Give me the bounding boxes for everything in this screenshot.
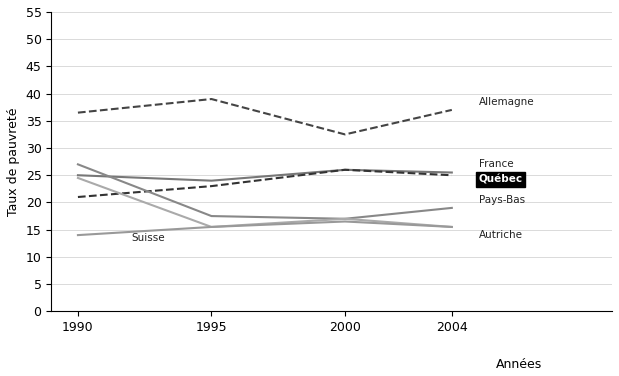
Text: Allemagne: Allemagne [478, 97, 534, 107]
Text: Québec: Québec [478, 174, 522, 185]
Text: Suisse: Suisse [131, 233, 165, 243]
Y-axis label: Taux de pauvreté: Taux de pauvreté [7, 108, 20, 216]
Text: Autriche: Autriche [478, 230, 522, 240]
Text: Années: Années [495, 358, 542, 371]
Text: Pays-Bas: Pays-Bas [478, 195, 525, 205]
Text: France: France [478, 159, 513, 169]
